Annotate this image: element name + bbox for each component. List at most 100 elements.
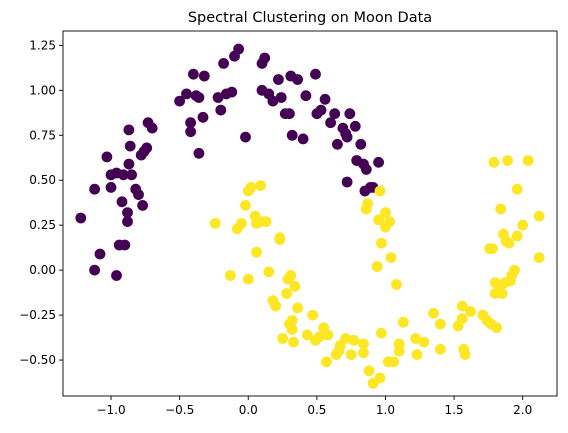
data-point: [373, 156, 384, 168]
x-axis: −1.0 −0.5 0.0 0.5 1.0 1.5 2.0: [96, 396, 532, 417]
data-point: [319, 93, 331, 105]
data-point: [255, 180, 266, 192]
data-point: [281, 288, 293, 299]
data-point: [75, 212, 87, 224]
data-point: [137, 200, 149, 211]
data-point: [522, 155, 534, 166]
x-tick-label: 1.0: [376, 403, 395, 417]
data-point: [122, 216, 133, 228]
data-point: [193, 92, 205, 103]
data-point: [212, 92, 224, 103]
data-point: [345, 349, 357, 360]
data-point: [376, 327, 387, 339]
y-tick-label: 0.25: [29, 218, 56, 232]
data-point: [503, 237, 515, 249]
data-point: [242, 273, 254, 285]
data-point: [141, 142, 153, 154]
data-point: [509, 264, 520, 276]
data-point: [371, 261, 383, 272]
data-point: [124, 140, 136, 152]
data-point: [286, 315, 298, 326]
data-point: [329, 108, 341, 120]
data-point: [133, 189, 144, 201]
data-point: [94, 248, 106, 260]
data-point: [116, 196, 128, 208]
plot-frame: [62, 30, 558, 397]
data-point: [533, 252, 545, 263]
data-point: [384, 216, 395, 228]
data-point: [263, 266, 275, 278]
data-point: [185, 126, 197, 138]
data-point: [358, 338, 369, 350]
x-tick-label: 0.0: [239, 403, 258, 417]
x-tick-label: −0.5: [165, 403, 194, 417]
y-tick-label: −0.25: [19, 308, 56, 322]
y-tick-label: 0.00: [29, 263, 56, 277]
data-point: [185, 117, 197, 129]
data-point: [275, 92, 287, 103]
data-point: [307, 309, 319, 321]
data-point: [273, 74, 284, 85]
data-point: [487, 243, 498, 255]
data-point: [119, 239, 131, 251]
data-point: [240, 200, 251, 211]
data-point: [348, 334, 360, 346]
data-point: [288, 336, 299, 348]
data-point: [289, 280, 301, 292]
data-point: [286, 324, 298, 335]
data-point: [89, 183, 100, 195]
x-tick-label: −1.0: [96, 403, 125, 417]
data-point: [349, 120, 361, 132]
data-point: [373, 214, 384, 226]
data-point: [101, 151, 113, 163]
data-point: [459, 349, 471, 360]
data-point: [488, 156, 500, 168]
data-point: [123, 158, 135, 170]
data-point: [321, 356, 332, 368]
data-point: [341, 131, 353, 143]
data-point: [325, 117, 336, 129]
data-point: [198, 70, 210, 82]
data-point: [388, 356, 400, 368]
data-point: [118, 169, 129, 181]
data-point: [428, 307, 439, 319]
data-point: [341, 176, 353, 188]
data-point: [105, 182, 117, 193]
data-point: [418, 336, 430, 348]
data-point: [292, 302, 303, 314]
data-point: [358, 347, 369, 359]
data-point: [344, 108, 356, 120]
data-point: [411, 349, 423, 360]
data-point: [111, 270, 122, 281]
data-point: [517, 219, 529, 231]
data-point: [297, 133, 309, 145]
data-point: [259, 52, 271, 64]
data-point: [218, 58, 230, 69]
data-point: [502, 155, 513, 166]
data-point: [511, 230, 523, 242]
data-point: [181, 88, 192, 100]
y-tick-label: 0.50: [29, 173, 56, 187]
data-point: [193, 147, 205, 159]
data-point: [225, 270, 236, 281]
data-point: [226, 86, 238, 98]
data-point: [292, 74, 303, 85]
data-point: [267, 95, 279, 107]
data-point: [360, 164, 372, 175]
data-point: [332, 138, 343, 150]
data-point: [270, 300, 282, 312]
x-tick-label: 1.5: [445, 403, 464, 417]
data-point: [340, 333, 352, 344]
data-point: [123, 124, 135, 136]
x-tick-label: 0.5: [307, 403, 326, 417]
data-point: [391, 279, 402, 290]
data-point: [374, 185, 386, 197]
y-tick-label: 1.00: [29, 83, 56, 97]
data-point: [126, 169, 137, 181]
data-point: [310, 68, 321, 80]
data-point: [277, 333, 288, 344]
data-point: [274, 232, 286, 244]
data-point: [245, 182, 257, 193]
y-tick-label: −0.50: [19, 353, 56, 367]
data-point: [285, 270, 297, 281]
